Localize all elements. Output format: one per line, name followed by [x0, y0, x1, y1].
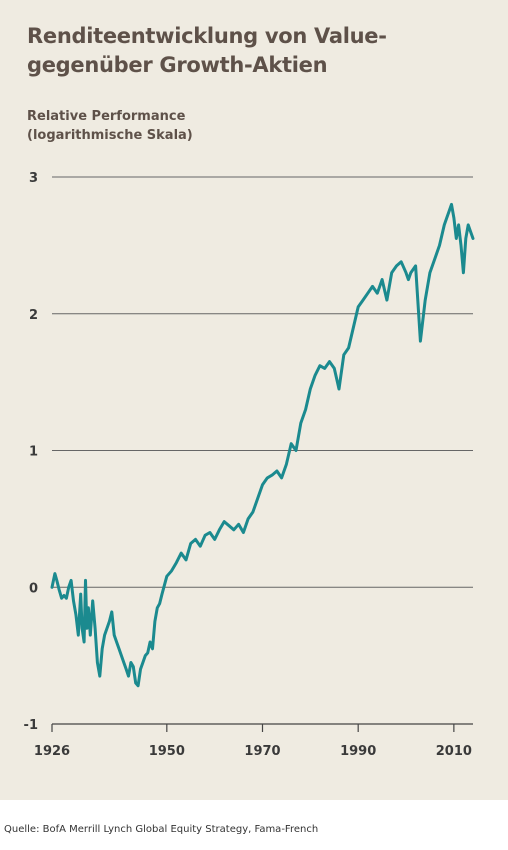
- y-tick-label: 3: [29, 171, 38, 186]
- y-axis-label: Relative Performance (logarithmische Ska…: [27, 109, 193, 143]
- y-tick-label: 0: [29, 581, 38, 596]
- x-tick-label: 1970: [244, 744, 280, 759]
- y-tick-label: 1: [29, 445, 38, 460]
- x-tick-label: 1950: [149, 744, 185, 759]
- y-tick-label: 2: [29, 308, 38, 323]
- x-tick-label: 1926: [34, 744, 70, 759]
- x-tick-label: 2010: [436, 744, 472, 759]
- chart-title: Renditeentwicklung von Value- gegenüber …: [27, 24, 387, 77]
- source-note: Quelle: BofA Merrill Lynch Global Equity…: [4, 824, 319, 835]
- x-tick-label: 1990: [340, 744, 376, 759]
- line-chart: -1 0 1 2 3 1926 1950 1970 1990 2010: [24, 171, 475, 759]
- chart-panel: Renditeentwicklung von Value- gegenüber …: [0, 0, 508, 800]
- y-tick-label: -1: [24, 718, 38, 733]
- series-line: [50, 202, 475, 688]
- x-tick-labels: 1926 1950 1970 1990 2010: [34, 724, 472, 759]
- y-tick-labels: -1 0 1 2 3: [24, 171, 38, 733]
